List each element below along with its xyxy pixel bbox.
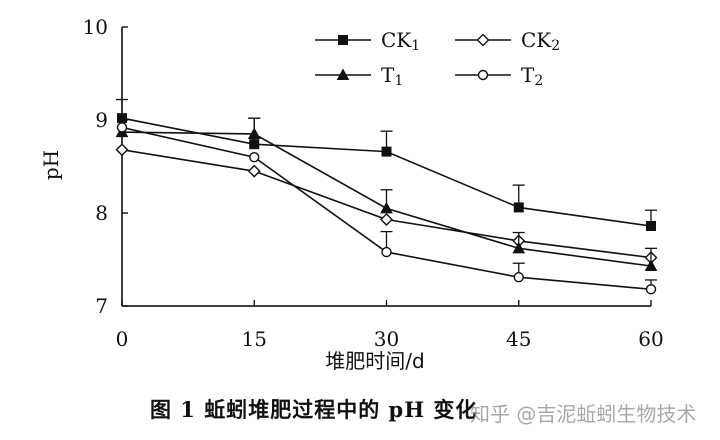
data-point	[117, 113, 127, 124]
data-point	[476, 33, 490, 47]
y-tick-label: 8	[95, 201, 108, 225]
chart: 7 8 9 10 0 15 30 45 60 CK1 CK2 T1 T2 堆肥时间/d pH	[39, 15, 664, 373]
data-point	[249, 151, 260, 163]
y-tick-label: 7	[95, 294, 108, 318]
figure-caption: 图 1 蚯蚓堆肥过程中的 pH 变化 知乎 @吉泥蚯蚓生物技术	[0, 394, 720, 428]
data-point	[646, 221, 656, 232]
data-point	[380, 213, 393, 226]
legend-item-ck1: CK1	[315, 28, 420, 54]
data-point	[381, 246, 392, 258]
series-ck2	[115, 143, 658, 265]
data-point	[381, 146, 392, 157]
caption-title: 图 1 蚯蚓堆肥过程中的 pH 变化	[150, 397, 478, 422]
legend-label: T2	[521, 63, 543, 89]
watermark: 知乎 @吉泥蚯蚓生物技术	[470, 402, 697, 426]
legend-label: T1	[381, 63, 403, 89]
x-tick-label: 15	[242, 327, 267, 351]
x-tick-label: 45	[506, 327, 531, 351]
y-axis-label: pH	[39, 150, 63, 180]
legend-label: CK2	[521, 28, 560, 54]
legend-item-t1: T1	[315, 63, 403, 89]
y-tick-label: 10	[83, 15, 108, 39]
data-point	[644, 259, 658, 272]
data-point	[338, 35, 348, 45]
data-point	[477, 69, 489, 81]
data-point	[512, 241, 526, 254]
x-tick-label: 60	[638, 327, 663, 351]
legend-item-t2: T2	[455, 63, 543, 89]
axes: 7 8 9 10 0 15 30 45 60	[83, 15, 664, 351]
x-axis-label: 堆肥时间/d	[325, 349, 424, 373]
data-point	[513, 202, 524, 213]
data-point	[116, 122, 128, 133]
data-point	[247, 164, 261, 178]
x-tick-label: 0	[116, 327, 129, 351]
legend: CK1 CK2 T1 T2	[315, 28, 560, 89]
data-point	[249, 139, 260, 150]
data-point	[115, 143, 129, 157]
y-tick-label: 9	[95, 108, 108, 132]
data-point	[380, 201, 393, 214]
legend-item-ck2: CK2	[455, 28, 560, 54]
series-t1	[115, 117, 658, 272]
x-tick-label: 30	[374, 327, 399, 351]
data-point	[645, 284, 657, 295]
data-point	[336, 68, 350, 80]
series-t2	[116, 122, 657, 295]
series-layer	[115, 98, 658, 295]
series-ck1	[116, 98, 657, 232]
data-point	[247, 127, 261, 139]
data-point	[513, 271, 524, 283]
legend-label: CK1	[381, 28, 420, 54]
